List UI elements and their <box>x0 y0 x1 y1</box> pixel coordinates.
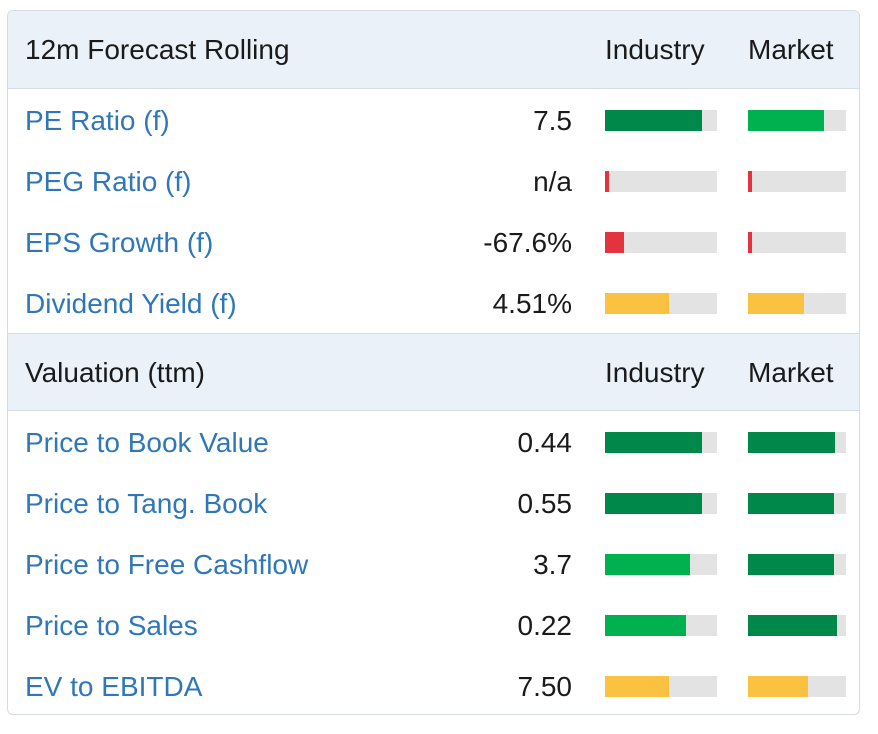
metric-row-peg-ratio: PEG Ratio (f) n/a <box>8 151 859 212</box>
industry-column-header: Industry <box>605 357 705 388</box>
market-bar-fill <box>748 232 752 253</box>
industry-bar <box>605 110 717 131</box>
market-bar-fill <box>748 615 838 636</box>
metric-link-price-to-sales[interactable]: Price to Sales <box>25 610 198 641</box>
metric-row-eps-growth: EPS Growth (f) -67.6% <box>8 212 859 273</box>
industry-bar <box>605 676 717 697</box>
metric-link-price-to-free-cashflow[interactable]: Price to Free Cashflow <box>25 549 309 580</box>
market-column-header: Market <box>748 34 834 65</box>
market-column-header: Market <box>748 357 834 388</box>
industry-bar <box>605 554 717 575</box>
market-bar-fill <box>748 493 835 514</box>
industry-column-header: Industry <box>605 34 705 65</box>
metric-value: 3.7 <box>533 549 572 580</box>
metric-link-price-to-tang-book[interactable]: Price to Tang. Book <box>25 488 268 519</box>
metric-value: 0.55 <box>517 488 573 519</box>
section-title: Valuation (ttm) <box>25 357 205 388</box>
metric-row-price-to-tang-book: Price to Tang. Book 0.55 <box>8 473 859 534</box>
industry-bar-fill <box>605 293 669 314</box>
metric-link-ev-to-ebitda[interactable]: EV to EBITDA <box>25 671 203 702</box>
metric-row-pe-ratio: PE Ratio (f) 7.5 <box>8 90 859 151</box>
market-bar <box>748 432 846 453</box>
market-bar-fill <box>748 110 825 131</box>
market-bar <box>748 293 846 314</box>
metric-link-peg-ratio[interactable]: PEG Ratio (f) <box>25 166 192 197</box>
industry-bar <box>605 493 717 514</box>
market-bar <box>748 171 846 192</box>
industry-bar-fill <box>605 554 691 575</box>
metric-link-pe-ratio[interactable]: PE Ratio (f) <box>25 105 170 136</box>
metric-link-price-to-book[interactable]: Price to Book Value <box>25 427 269 458</box>
metric-link-eps-growth[interactable]: EPS Growth (f) <box>25 227 214 258</box>
metric-row-ev-to-ebitda: EV to EBITDA 7.50 <box>8 656 859 714</box>
market-bar <box>748 554 846 575</box>
market-bar <box>748 615 846 636</box>
metric-row-price-to-sales: Price to Sales 0.22 <box>8 595 859 656</box>
section-header-forecast: 12m Forecast Rolling Industry Market <box>8 11 859 89</box>
metrics-card: 12m Forecast Rolling Industry Market PE … <box>7 10 860 715</box>
market-bar <box>748 110 846 131</box>
industry-bar <box>605 293 717 314</box>
industry-bar <box>605 432 717 453</box>
metric-value: -67.6% <box>483 227 572 258</box>
market-bar-fill <box>748 293 804 314</box>
section-title: 12m Forecast Rolling <box>25 34 290 65</box>
section-header-valuation: Valuation (ttm) Industry Market <box>8 333 859 411</box>
industry-bar-fill <box>605 676 669 697</box>
industry-bar-fill <box>605 232 625 253</box>
metric-row-price-to-book: Price to Book Value 0.44 <box>8 412 859 473</box>
industry-bar-fill <box>605 110 703 131</box>
metric-value: 7.50 <box>517 671 573 702</box>
metric-row-dividend-yield: Dividend Yield (f) 4.51% <box>8 273 859 334</box>
metric-value: 0.44 <box>517 427 573 458</box>
industry-bar <box>605 232 717 253</box>
market-bar <box>748 493 846 514</box>
industry-bar-fill <box>605 493 703 514</box>
metric-value: n/a <box>533 166 572 197</box>
industry-bar <box>605 615 717 636</box>
market-bar-fill <box>748 432 836 453</box>
market-bar <box>748 232 846 253</box>
metric-row-price-to-free-cashflow: Price to Free Cashflow 3.7 <box>8 534 859 595</box>
metric-value: 7.5 <box>533 105 572 136</box>
industry-bar-fill <box>605 432 703 453</box>
metric-value: 4.51% <box>492 288 572 319</box>
market-bar-fill <box>748 676 808 697</box>
market-bar-fill <box>748 554 835 575</box>
metric-value: 0.22 <box>517 610 573 641</box>
market-bar-fill <box>748 171 752 192</box>
industry-bar <box>605 171 717 192</box>
industry-bar-fill <box>605 615 686 636</box>
metric-link-dividend-yield[interactable]: Dividend Yield (f) <box>25 288 237 319</box>
market-bar <box>748 676 846 697</box>
industry-bar-fill <box>605 171 610 192</box>
